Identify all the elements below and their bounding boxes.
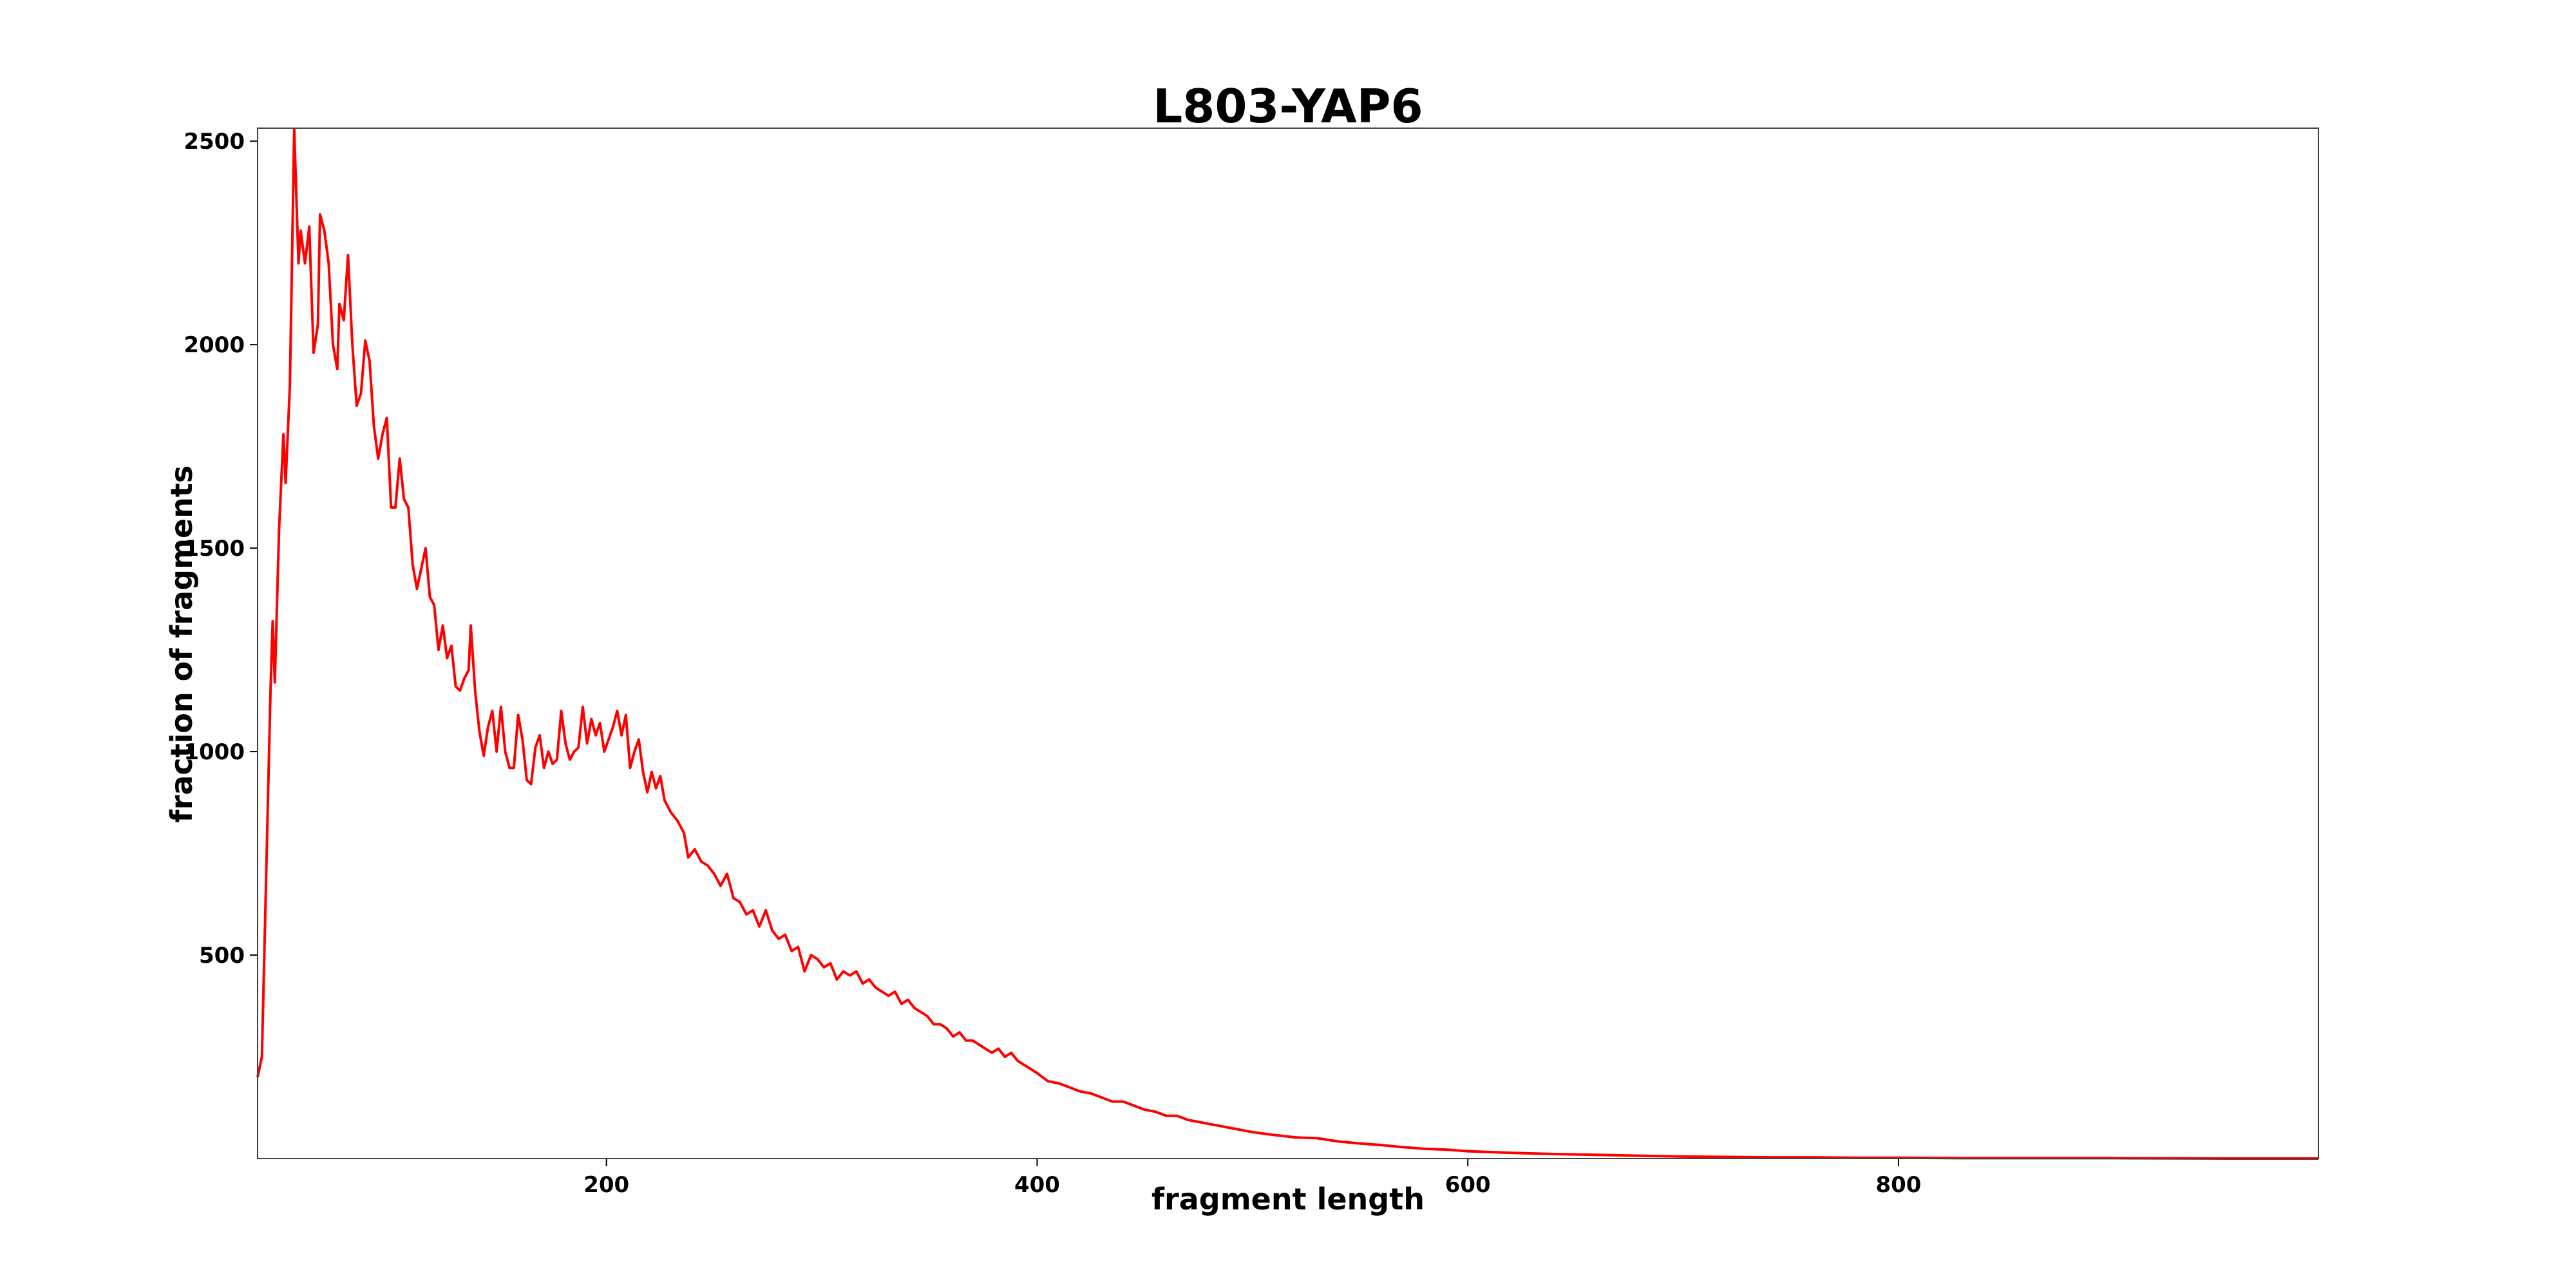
y-tick-label: 2500: [184, 129, 245, 155]
data-line: [256, 128, 2318, 1160]
x-axis-label: fragment length: [1151, 1182, 1425, 1217]
y-tick-label: 1500: [184, 536, 245, 562]
y-tick-label: 2000: [184, 332, 245, 358]
y-tick-label: 500: [199, 943, 245, 969]
y-tick-label: 1000: [184, 739, 245, 765]
chart-title: L803-YAP6: [1153, 79, 1423, 133]
y-axis-label: fraction of fragments: [164, 466, 199, 823]
plot-frame: [257, 128, 2319, 1159]
x-tick-label: 400: [1014, 1172, 1060, 1198]
x-tick-label: 600: [1445, 1172, 1491, 1198]
x-tick-label: 800: [1875, 1172, 1921, 1198]
x-tick-label: 200: [583, 1172, 629, 1198]
